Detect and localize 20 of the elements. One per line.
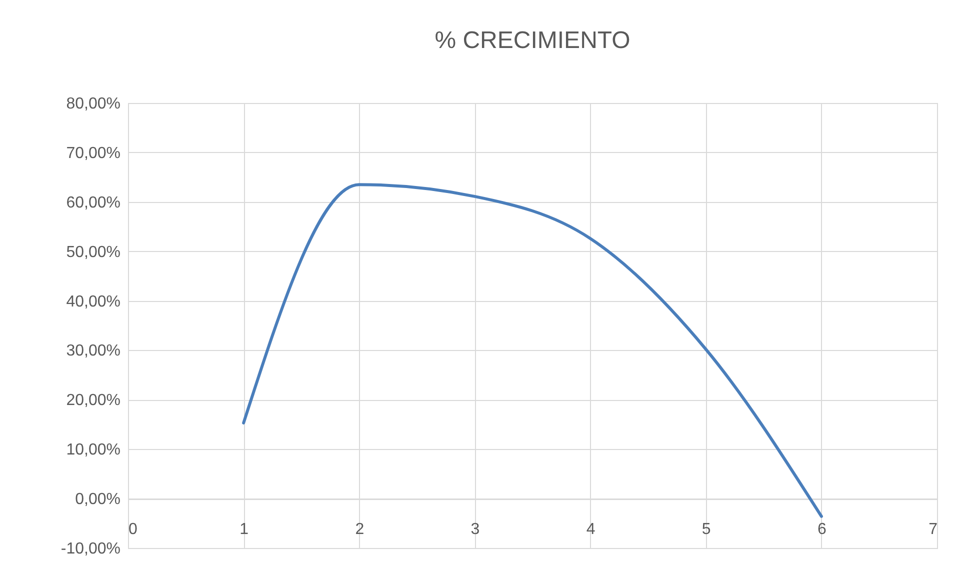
chart-title: % CRECIMIENTO xyxy=(434,27,630,54)
x-tick-label: 2 xyxy=(355,521,364,538)
x-tick-label: 3 xyxy=(470,521,480,538)
x-tick-label: 5 xyxy=(702,521,711,538)
y-tick-label: 50,00% xyxy=(66,244,120,261)
y-tick-label: 30,00% xyxy=(66,342,120,360)
x-tick-label: 0 xyxy=(128,521,138,538)
y-tick-label: 20,00% xyxy=(66,392,120,410)
y-tick-label: 60,00% xyxy=(66,194,120,212)
y-tick-label: 70,00% xyxy=(66,144,120,162)
x-tick-label: 1 xyxy=(240,521,249,538)
y-tick-label: 80,00% xyxy=(66,96,120,112)
y-tick-label: 10,00% xyxy=(66,442,120,459)
x-tick-label: 4 xyxy=(586,521,596,538)
y-tick-label: -10,00% xyxy=(60,540,120,558)
y-tick-label: 40,00% xyxy=(66,293,120,310)
line-series xyxy=(242,183,823,518)
x-tick-label: 7 xyxy=(928,521,938,538)
y-tick-label: 0,00% xyxy=(75,491,120,508)
x-tick-label: 6 xyxy=(817,521,826,538)
